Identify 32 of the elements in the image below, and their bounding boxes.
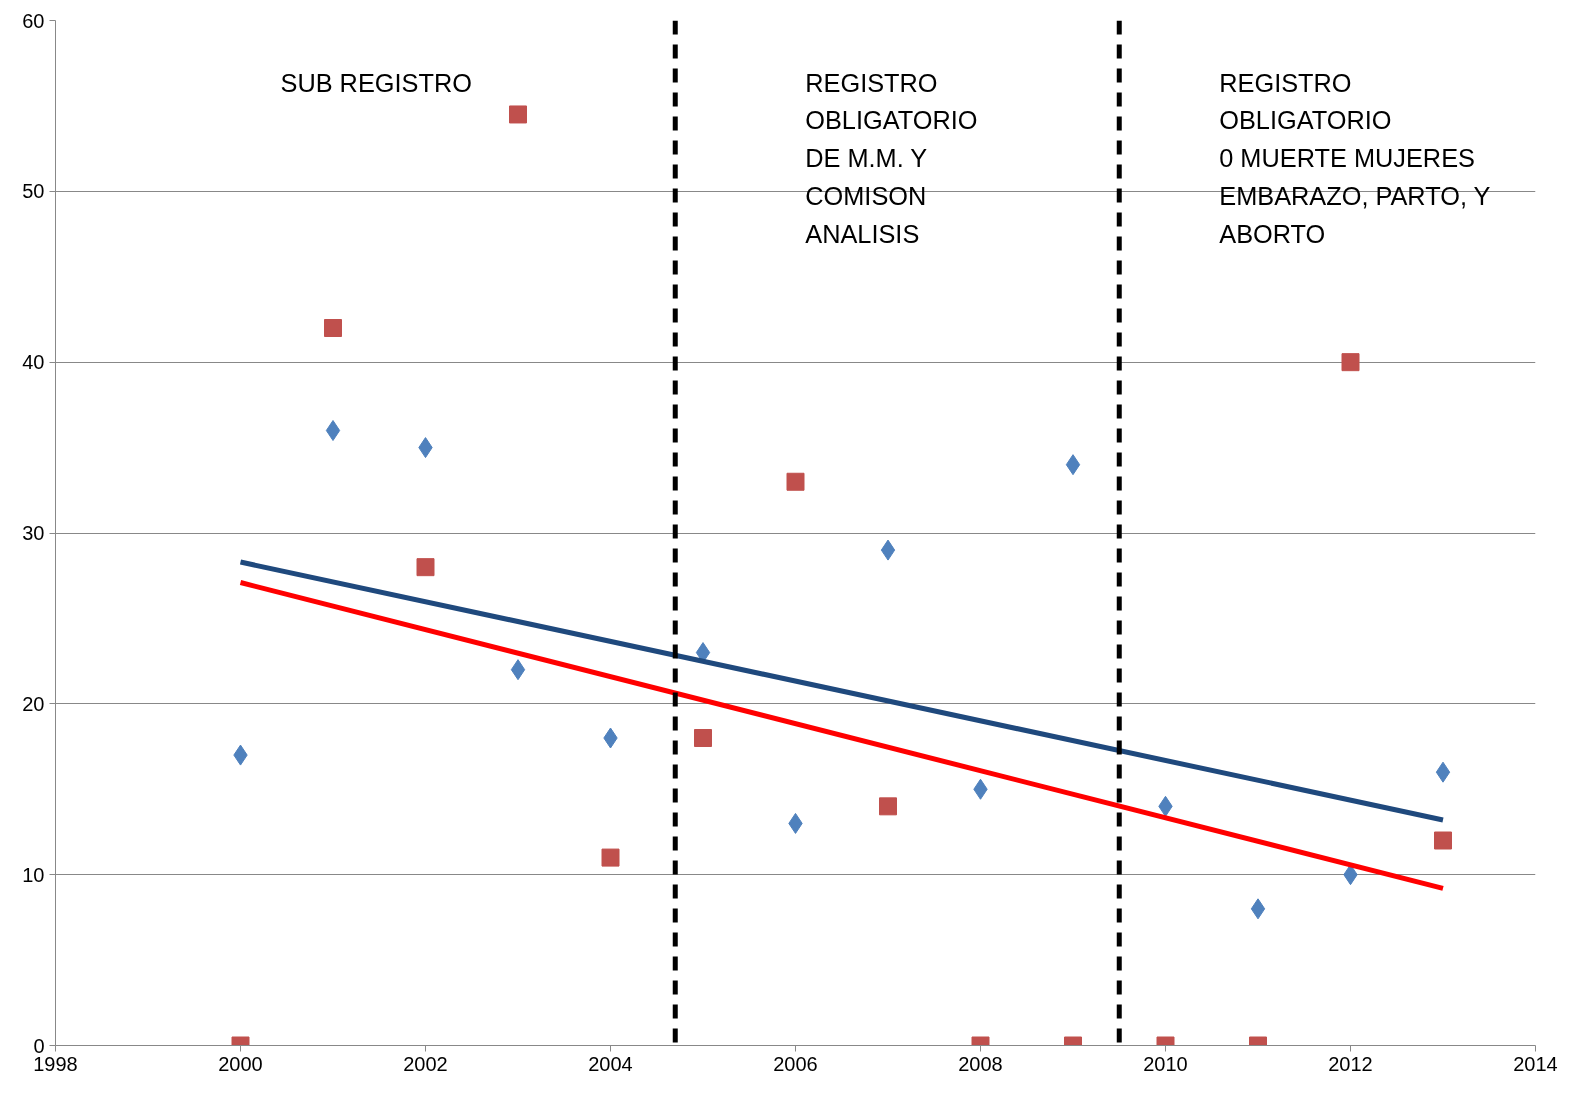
- point: [786, 472, 805, 491]
- y-tick-label: 30: [22, 522, 45, 544]
- x-tick-label: 2006: [773, 1052, 818, 1075]
- point: [509, 105, 527, 124]
- y-tick-label: 60: [22, 9, 45, 32]
- y-tick-label: 10: [22, 863, 45, 886]
- x-tick-label: 2000: [218, 1052, 263, 1075]
- point: [510, 659, 526, 681]
- point: [601, 848, 620, 867]
- x-tick-label: 2004: [588, 1052, 633, 1075]
- annotation: SUB REGISTRO: [280, 68, 472, 97]
- point: [879, 797, 897, 816]
- y-tick-label: 50: [22, 180, 45, 203]
- y-tick-label: 20: [22, 692, 45, 715]
- point: [1250, 898, 1266, 920]
- x-tick-label: 2010: [1143, 1052, 1188, 1075]
- point: [324, 319, 342, 337]
- point: [1434, 831, 1452, 850]
- x-tick-label: 2014: [1513, 1052, 1558, 1075]
- y-tick-label: 40: [22, 351, 45, 374]
- x-tick-label: 2008: [958, 1052, 1003, 1075]
- annotation: REGISTRO OBLIGATORIO DE M.M. Y COMISON ANALISIS: [805, 68, 978, 248]
- point: [325, 420, 341, 441]
- x-tick-label: 2002: [403, 1052, 448, 1075]
- point: [416, 558, 435, 577]
- point: [694, 729, 712, 747]
- point: [1341, 353, 1360, 372]
- point: [1435, 761, 1451, 783]
- x-tick-label: 2012: [1328, 1052, 1373, 1075]
- point: [880, 539, 896, 561]
- annotation: REGISTRO OBLIGATORIO 0 MUERTE MUJERES EMBARAZO, PARTO, Y ABORTO: [1219, 68, 1491, 248]
- point: [1065, 454, 1081, 476]
